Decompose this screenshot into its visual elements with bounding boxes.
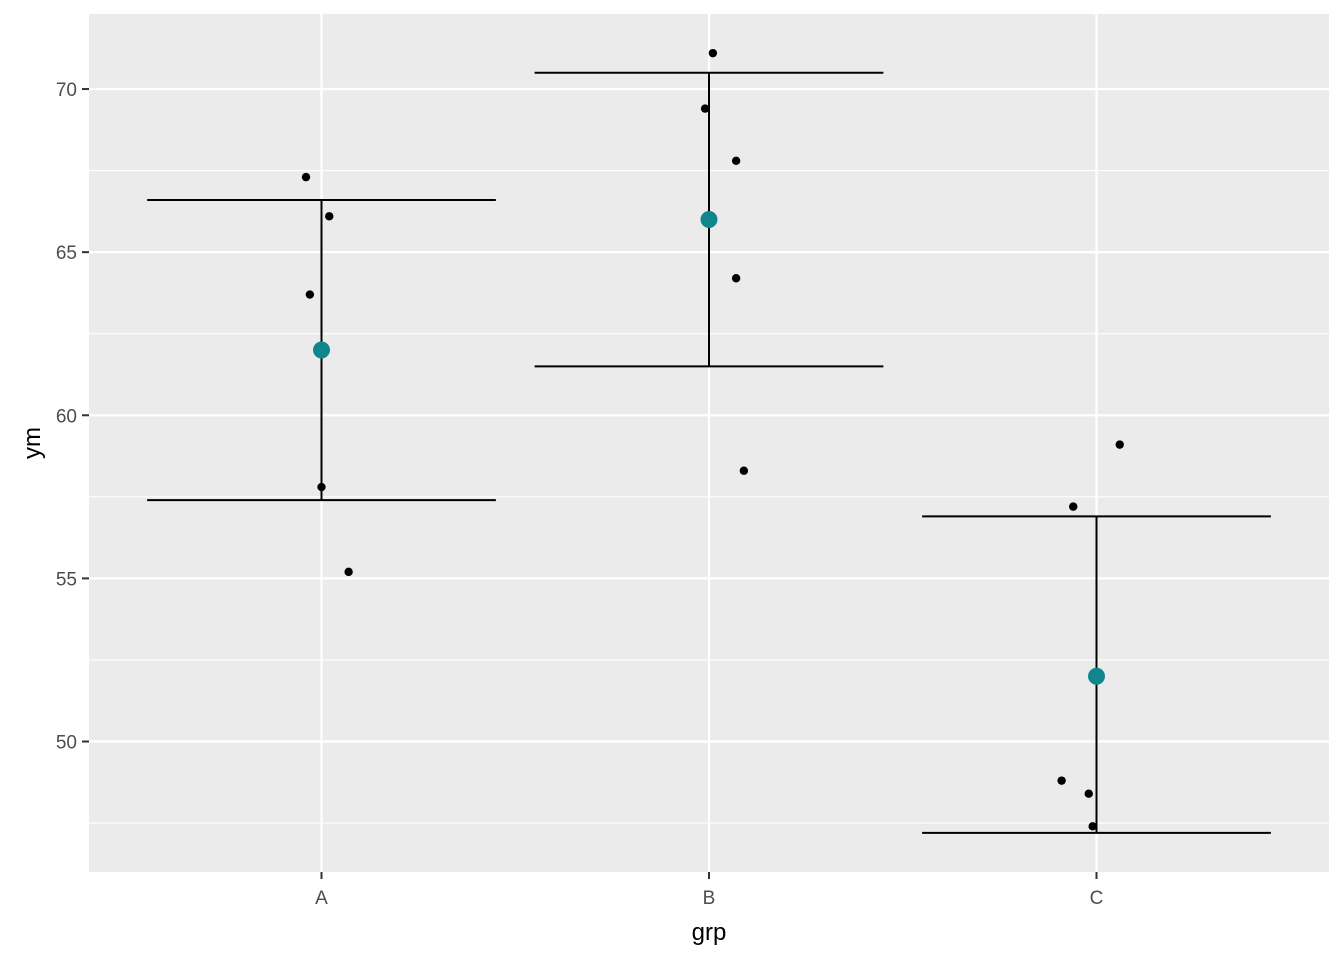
data-point-A	[317, 482, 326, 492]
y-tick-label: 70	[56, 80, 77, 101]
data-points	[301, 48, 1124, 831]
x-tick-label: C	[1090, 888, 1104, 909]
data-point-C	[1084, 789, 1093, 798]
data-point-B	[739, 466, 749, 475]
mean-point-A	[313, 341, 330, 359]
x-axis-title: grp	[692, 919, 727, 946]
data-point-C	[1057, 776, 1066, 785]
data-point-B	[731, 156, 741, 166]
data-point-C	[1115, 440, 1124, 449]
x-axis-ticks: A B C	[315, 872, 1103, 909]
data-point-A	[301, 172, 311, 182]
y-tick-label: 50	[56, 733, 77, 754]
data-point-A	[344, 567, 353, 577]
y-axis-ticks: 50 55 60 65 70	[56, 80, 89, 754]
data-point-B	[731, 274, 741, 283]
y-tick-label: 65	[56, 243, 77, 264]
y-tick-label: 55	[56, 569, 77, 590]
data-point-C	[1069, 502, 1078, 511]
data-point-B	[708, 48, 718, 58]
data-point-B	[700, 104, 710, 113]
y-axis-title: ym	[19, 427, 46, 459]
y-tick-label: 60	[56, 406, 77, 427]
data-point-A	[305, 290, 315, 299]
data-point-C	[1088, 822, 1097, 831]
x-tick-label: A	[315, 888, 328, 909]
mean-point-C	[1088, 667, 1105, 685]
mean-point-B	[700, 211, 718, 229]
data-point-A	[325, 212, 334, 221]
mean-points	[313, 211, 1105, 685]
x-tick-label: B	[703, 888, 716, 909]
